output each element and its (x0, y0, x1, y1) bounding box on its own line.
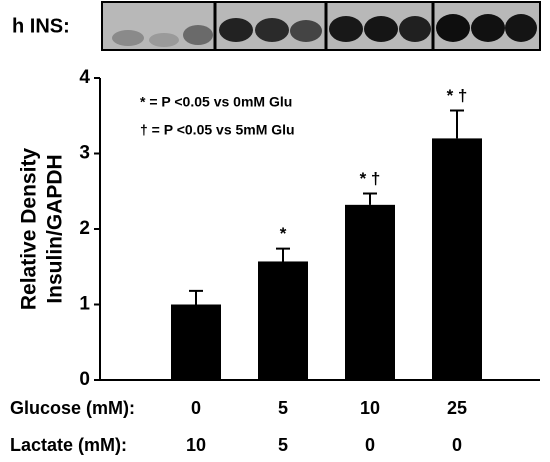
y-tick-label: 0 (79, 369, 90, 390)
blot-band (290, 20, 322, 42)
blot-band (183, 25, 213, 45)
blot-border (101, 1, 541, 51)
blot-band (219, 18, 253, 42)
blot-band (329, 16, 363, 42)
blot-band (399, 16, 431, 42)
y-axis-label: Insulin/GAPDH (44, 154, 67, 303)
bar (432, 138, 482, 380)
y-tick-label: 4 (79, 67, 90, 88)
y-tick-label: 3 (79, 143, 90, 164)
error-bar (276, 247, 290, 262)
y-tick-label: 2 (79, 218, 90, 239)
blot-band (364, 16, 398, 42)
x-tick-label: 5 (278, 398, 288, 418)
lactate-label: 10 (186, 435, 206, 455)
blot-band (255, 18, 289, 42)
legend-note: * = P <0.05 vs 0mM Glu (140, 94, 292, 110)
blot-band (436, 14, 470, 42)
x-tick-label: 25 (447, 398, 467, 418)
x-tick-label: 0 (191, 398, 201, 418)
x-tick-label: 10 (360, 398, 380, 418)
blot-label: h INS: (12, 15, 70, 37)
blot-band (112, 30, 144, 46)
significance-label: * † (447, 86, 468, 105)
blot-band (149, 33, 179, 47)
x-row-label: Glucose (mM): (10, 398, 135, 418)
blot-band (505, 14, 537, 42)
error-bar (450, 109, 464, 139)
error-bar (189, 289, 203, 305)
lactate-label: 0 (365, 435, 375, 455)
bar (345, 204, 395, 380)
lactate-label: 0 (452, 435, 462, 455)
x-row-label: Lactate (mM): (10, 435, 127, 455)
significance-label: * † (360, 169, 381, 188)
bar (258, 261, 308, 380)
bar (171, 304, 221, 380)
significance-label: * (280, 224, 287, 243)
legend-note: † = P <0.05 vs 5mM Glu (140, 122, 295, 138)
lactate-label: 5 (278, 435, 288, 455)
error-bar (363, 192, 377, 205)
blot: h INS: (12, 1, 541, 51)
y-tick-label: 1 (79, 294, 90, 315)
blot-band (471, 14, 505, 42)
y-axis-label: Relative Density (18, 148, 41, 311)
